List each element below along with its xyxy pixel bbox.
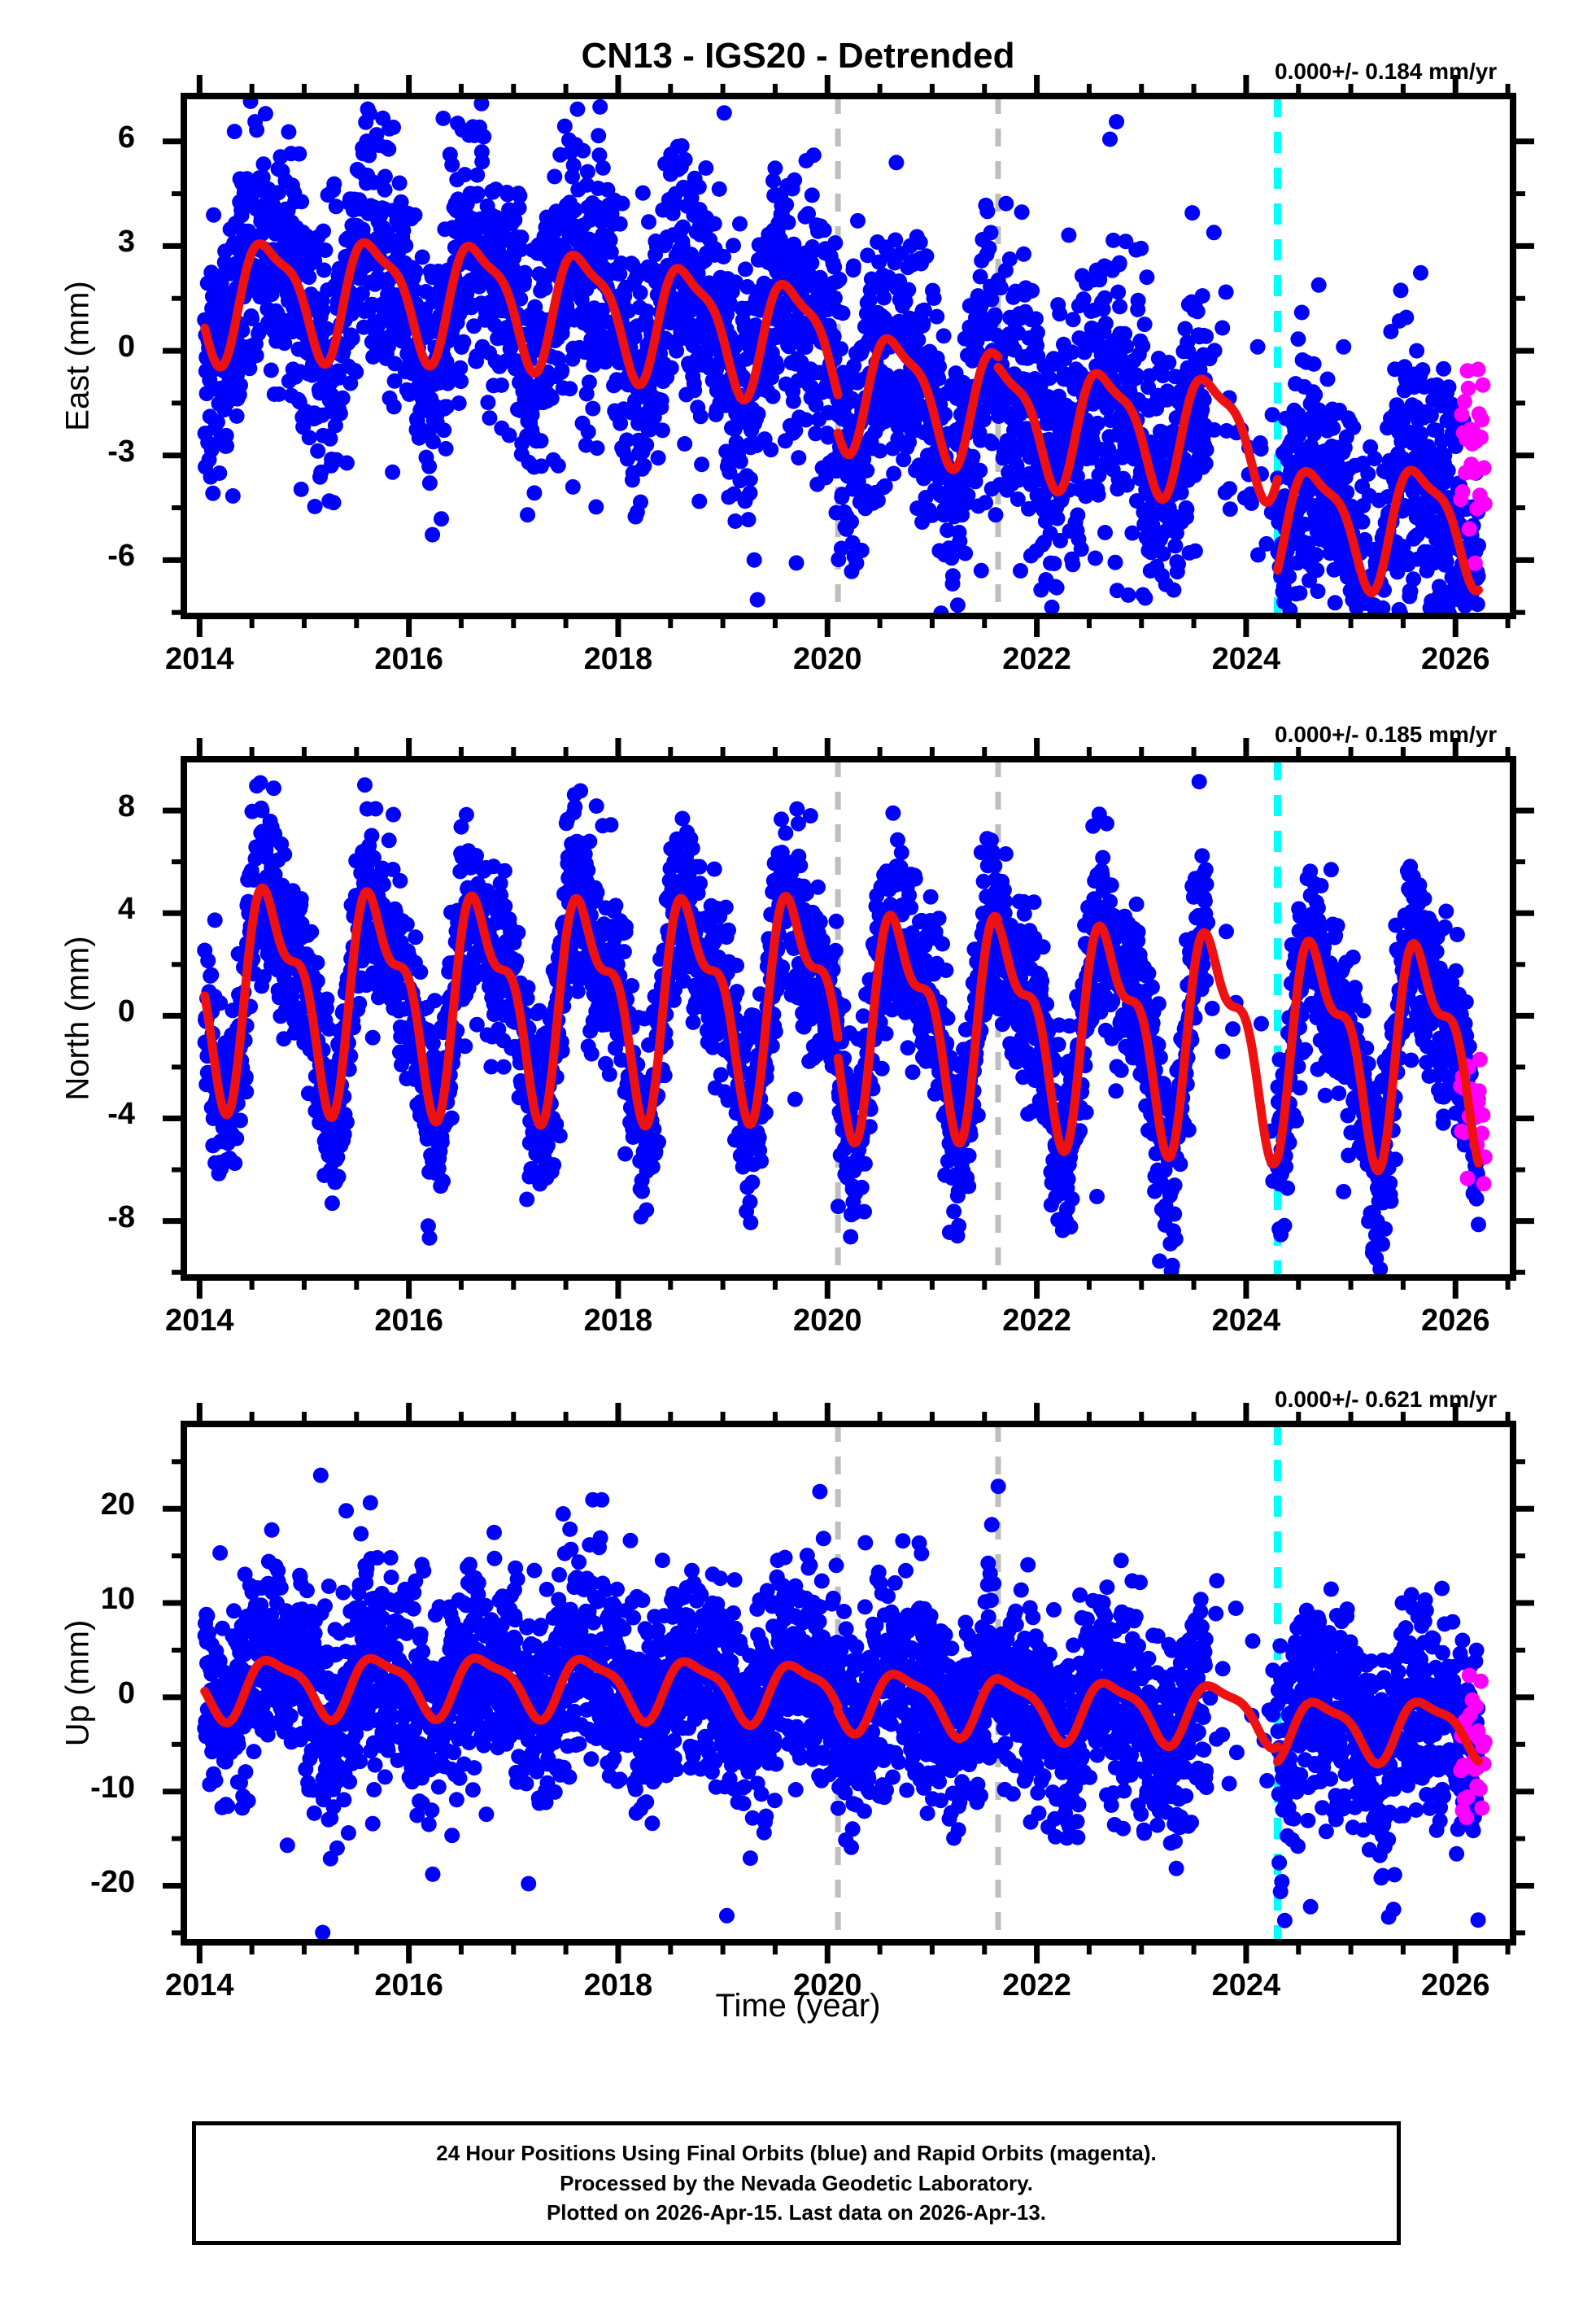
model-line-segment: [833, 911, 1003, 1148]
y-tick-label-up-10: 10: [100, 1582, 135, 1617]
panel-north: [163, 738, 1534, 1299]
y-tick-label-east--6: -6: [107, 539, 135, 574]
panel-up: [163, 1403, 1534, 1963]
rapid-orbit-scatter: [1453, 361, 1493, 571]
x-tick-label-up-2016: 2016: [374, 1968, 443, 2002]
model-line-segment: [200, 883, 843, 1131]
model-line-segment: [833, 1669, 1003, 1744]
model-line-segment: [993, 362, 1282, 507]
y-tick-label-up-0: 0: [117, 1675, 135, 1710]
x-tick-label-east-2016: 2016: [374, 642, 443, 676]
y-tick-label-east-6: 6: [117, 120, 135, 155]
y-tick-label-north-4: 4: [117, 892, 135, 927]
y-tick-label-up-20: 20: [100, 1487, 135, 1522]
x-tick-label-east-2018: 2018: [583, 642, 653, 676]
footer-line-3: Plotted on 2026-Apr-15. Last data on 202…: [546, 2200, 1047, 2225]
footer-line-1: 24 Hour Positions Using Final Orbits (bl…: [436, 2140, 1157, 2165]
x-tick-label-east-2014: 2014: [165, 642, 234, 676]
x-tick-label-up-2018: 2018: [583, 1968, 653, 2002]
x-tick-label-up-2026: 2026: [1420, 1968, 1490, 2002]
y-tick-label-east-3: 3: [117, 225, 135, 260]
panel-east: [163, 75, 1534, 637]
model-line-segment: [993, 920, 1282, 1169]
rapid-orbit-scatter: [1453, 1667, 1493, 1826]
y-tick-label-north-0: 0: [117, 994, 135, 1029]
page-title: CN13 - IGS20 - Detrended: [581, 36, 1015, 76]
rate-annotation-east: 0.000+/- 0.184 mm/yr: [1275, 59, 1498, 84]
x-tick-label-north-2020: 2020: [792, 1304, 862, 1338]
x-tick-label-north-2022: 2022: [1002, 1304, 1071, 1338]
y-tick-label-up--10: -10: [90, 1770, 135, 1805]
footer-caption-box: 24 Hour Positions Using Final Orbits (bl…: [192, 2121, 1401, 2245]
x-tick-label-north-2016: 2016: [374, 1304, 443, 1338]
axis-frame-up: [181, 1421, 1516, 1946]
axis-frame-east: [181, 93, 1516, 619]
x-axis-title: Time (year): [715, 1988, 881, 2024]
x-tick-label-east-2022: 2022: [1002, 642, 1071, 676]
y-tick-label-east-0: 0: [117, 330, 135, 365]
model-line-segment: [833, 334, 1003, 474]
y-tick-label-east--3: -3: [107, 434, 135, 469]
footer-line-2: Processed by the Nevada Geodetic Laborat…: [560, 2170, 1033, 2195]
x-tick-label-north-2014: 2014: [165, 1304, 234, 1338]
x-tick-label-up-2022: 2022: [1002, 1968, 1071, 2002]
model-line-segment: [1273, 465, 1483, 597]
model-line-segment: [1273, 1697, 1483, 1769]
x-tick-label-up-2014: 2014: [165, 1968, 234, 2002]
y-axis-title-up: Up (mm): [59, 1619, 96, 1747]
rate-annotation-up: 0.000+/- 0.621 mm/yr: [1275, 1387, 1498, 1412]
x-tick-label-east-2026: 2026: [1420, 642, 1490, 676]
y-tick-label-north--4: -4: [107, 1097, 135, 1132]
x-tick-label-east-2024: 2024: [1211, 642, 1281, 676]
x-tick-label-north-2024: 2024: [1211, 1304, 1281, 1338]
y-tick-label-north--8: -8: [107, 1199, 135, 1234]
model-line-segment: [993, 1675, 1282, 1754]
x-tick-label-east-2020: 2020: [792, 642, 862, 676]
x-tick-label-north-2026: 2026: [1420, 1304, 1490, 1338]
x-tick-label-up-2020: 2020: [792, 1968, 862, 2002]
model-line-segment: [200, 238, 843, 405]
model-line-segment: [1273, 936, 1483, 1176]
y-axis-title-east: East (mm): [59, 281, 96, 431]
x-tick-label-up-2024: 2024: [1211, 1968, 1281, 2002]
x-tick-label-north-2018: 2018: [583, 1304, 653, 1338]
final-orbit-scatter: [197, 96, 1486, 616]
y-tick-label-up--20: -20: [90, 1864, 135, 1899]
y-axis-title-north: North (mm): [59, 936, 96, 1101]
model-line-segment: [200, 1653, 843, 1730]
rate-annotation-north: 0.000+/- 0.185 mm/yr: [1275, 722, 1498, 747]
y-tick-label-north-8: 8: [117, 789, 135, 824]
